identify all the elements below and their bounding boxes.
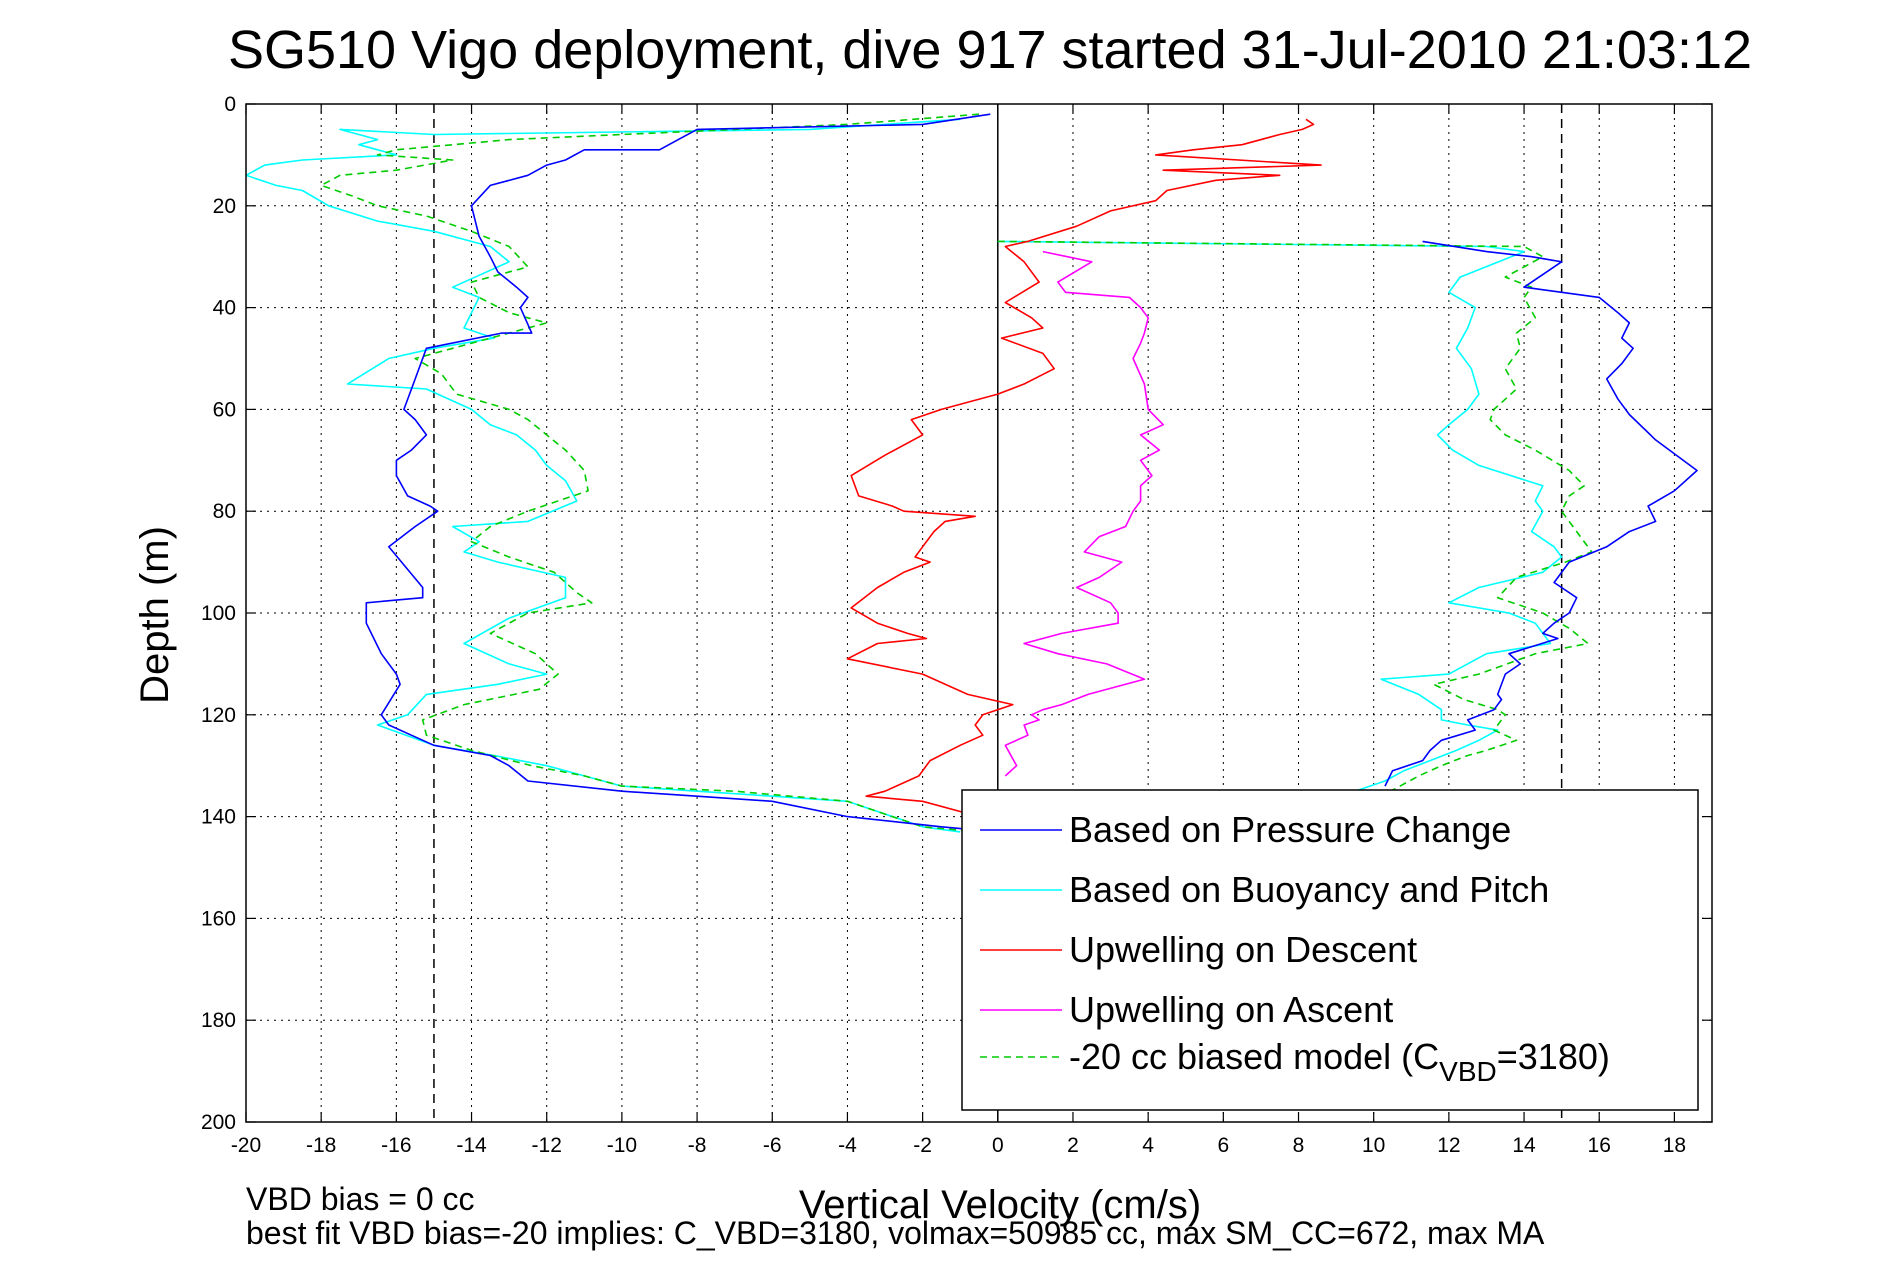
x-tick-label: 10 <box>1362 1134 1385 1157</box>
y-tick-label: 40 <box>213 297 236 320</box>
x-tick-label: -20 <box>231 1134 261 1157</box>
series-line-upwelling-on-ascent <box>1004 250 1164 777</box>
y-tick-label: 180 <box>201 1009 236 1032</box>
series-line-upwelling-on-descent <box>846 118 1322 823</box>
x-tick-label: -6 <box>763 1134 782 1157</box>
series-line-based-on-buoyancy-and-pitch-ascent <box>997 240 1563 792</box>
x-tick-label: 0 <box>992 1134 1004 1157</box>
x-tick-label: -16 <box>381 1134 411 1157</box>
y-tick-label: 160 <box>201 907 236 930</box>
y-tick-label: 100 <box>201 602 236 625</box>
legend-entry-label: Based on Buoyancy and Pitch <box>1069 869 1549 910</box>
x-tick-label: -4 <box>838 1134 857 1157</box>
y-tick-label: 20 <box>213 195 236 218</box>
legend-label-part: -20 cc biased model (C <box>1069 1036 1439 1077</box>
legend-entry-label: Upwelling on Ascent <box>1069 989 1393 1030</box>
series-line-20-cc-biased-model-cvbd-3180 <box>320 113 980 833</box>
y-tick-label: 0 <box>224 93 236 116</box>
x-axis-label: Vertical Velocity (cm/s) <box>799 1183 1201 1227</box>
x-tick-label: -18 <box>306 1134 336 1157</box>
y-tick-label: 140 <box>201 806 236 829</box>
footer-line-2: best fit VBD bias=-20 implies: C_VBD=318… <box>246 1215 1545 1251</box>
legend-box <box>961 789 1699 1111</box>
x-tick-label: 18 <box>1663 1134 1686 1157</box>
x-tick-label: -12 <box>532 1134 562 1157</box>
plot-frame <box>245 103 1713 1123</box>
series-line-20-cc-biased-model-ascent <box>997 240 1593 797</box>
legend-entry-label: Upwelling on Descent <box>1069 929 1417 970</box>
legend-label-part: =3180) <box>1497 1036 1610 1077</box>
x-tick-label: 16 <box>1588 1134 1611 1157</box>
x-tick-labels: -20 -18 -16 -14 -12 -10 -8 -6 -4 -2 0 2 4 6 8 10 12 14 16 1… <box>231 1134 1686 1157</box>
x-tick-label: 12 <box>1437 1134 1460 1157</box>
x-tick-label: 4 <box>1142 1134 1154 1157</box>
legend-label-subscript: VBD <box>1439 1056 1497 1087</box>
series-line-based-on-pressure-change-ascent <box>1384 240 1698 787</box>
legend-entry-label: Based on Pressure Change <box>1069 809 1511 850</box>
x-tick-label: 6 <box>1217 1134 1229 1157</box>
x-tick-label: -14 <box>456 1134 487 1157</box>
chart-title: SG510 Vigo deployment, dive 917 started … <box>228 20 1752 80</box>
x-tick-label: 8 <box>1293 1134 1305 1157</box>
legend: Based on Pressure Change Based on Buoyanc… <box>961 789 1699 1111</box>
x-tick-label: -8 <box>688 1134 707 1157</box>
footer-line-1: VBD bias = 0 cc <box>246 1181 475 1217</box>
legend-entry-label: -20 cc biased model (CVBD=3180) <box>1069 1036 1610 1087</box>
y-tick-label: 120 <box>201 704 236 727</box>
x-tick-label: 2 <box>1067 1134 1079 1157</box>
series-group <box>245 113 1698 833</box>
y-tick-label: 200 <box>201 1111 236 1134</box>
x-tick-label: -10 <box>607 1134 637 1157</box>
y-axis-label: Depth (m) <box>133 526 177 704</box>
x-tick-label: 14 <box>1512 1134 1536 1157</box>
series-line-based-on-pressure-change <box>365 113 998 833</box>
y-tick-labels: 0 20 40 60 80 100 120 140 160 180 200 <box>201 93 236 1134</box>
y-tick-label: 80 <box>213 500 236 523</box>
y-tick-label: 60 <box>213 398 236 421</box>
series-line-based-on-buoyancy-and-pitch <box>245 118 961 833</box>
x-tick-label: -2 <box>913 1134 932 1157</box>
